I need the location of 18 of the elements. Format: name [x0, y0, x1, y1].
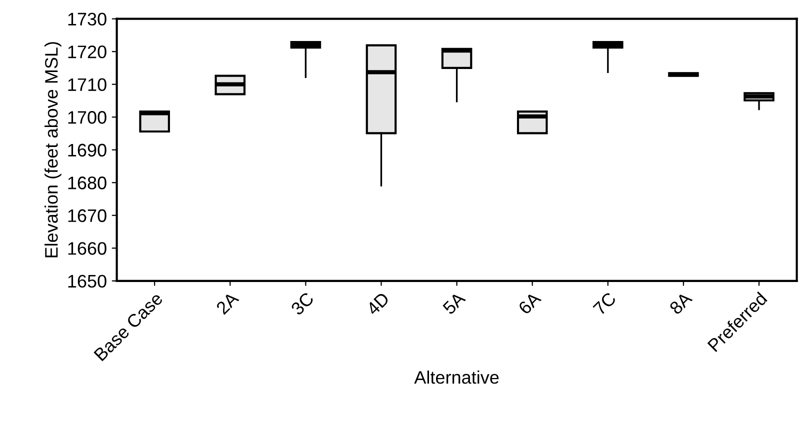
- y-axis-title: Elevation (feet above MSL): [44, 42, 62, 258]
- y-tick-label: 1730: [68, 12, 106, 26]
- y-tick-label: 1720: [68, 46, 106, 58]
- x-tick-label: 6A: [518, 290, 542, 315]
- x-tick-label: 8A: [668, 290, 693, 316]
- x-axis-title: Alternative: [414, 370, 499, 384]
- y-tick-label: 1690: [68, 144, 106, 157]
- y-tick-label: 1710: [68, 78, 106, 92]
- x-tick-label: 3C: [290, 291, 315, 316]
- x-tick-label: 2A: [215, 290, 240, 315]
- x-tick-label: 5A: [442, 291, 466, 316]
- y-tick-label: 1650: [68, 274, 106, 288]
- y-tick-label: 1680: [68, 176, 106, 190]
- x-tick-label: 7C: [592, 291, 617, 316]
- y-tick-label: 1670: [68, 209, 106, 222]
- x-tick-label: 4D: [366, 292, 390, 316]
- y-tick-label: 1700: [68, 111, 106, 124]
- y-tick-label: 1660: [68, 242, 106, 255]
